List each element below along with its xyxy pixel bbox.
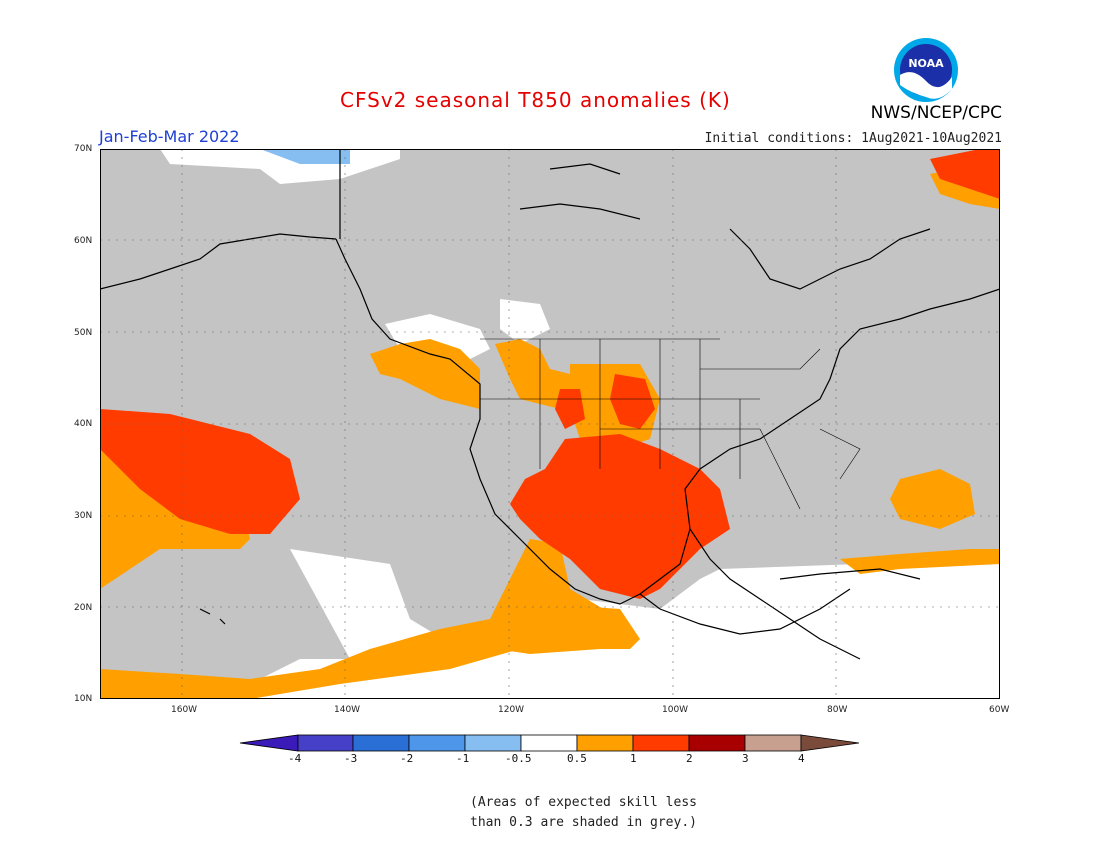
colorbar-swatch-7	[632, 734, 690, 752]
lon-label-80w: 80W	[827, 705, 848, 715]
colorbar-label-4: -0.5	[505, 752, 532, 765]
colorbar-label-9: 4	[798, 752, 805, 765]
red-regions	[100, 149, 1000, 599]
lat-label-40n: 40N	[74, 419, 93, 429]
colorbar-label-3: -1	[456, 752, 470, 765]
colorbar-label-2: -2	[400, 752, 414, 765]
colorbar	[239, 734, 860, 752]
colorbar-swatch-8	[688, 734, 746, 752]
agency-label: NWS/NCEP/CPC	[870, 103, 1002, 123]
noaa-logo: NOAA	[894, 38, 958, 102]
initial-conditions: Initial conditions: 1Aug2021-10Aug2021	[704, 131, 1002, 146]
skill-note-line-1: (Areas of expected skill less	[470, 795, 697, 810]
lat-label-10n: 10N	[74, 694, 93, 704]
colorbar-swatch-1	[297, 734, 354, 752]
colorbar-swatch-4	[464, 734, 522, 752]
noaa-logo-text: NOAA	[908, 57, 944, 70]
colorbar-swatch-10	[800, 734, 860, 752]
lat-label-50n: 50N	[74, 328, 93, 338]
colorbar-label-6: 1	[630, 752, 637, 765]
lat-label-60n: 60N	[74, 236, 93, 246]
state-borders	[480, 338, 861, 510]
lon-label-100w: 100W	[662, 705, 689, 715]
colorbar-swatch-6	[576, 734, 634, 752]
colorbar-label-7: 2	[686, 752, 693, 765]
colorbar-swatch-0	[239, 734, 299, 752]
coastlines	[100, 149, 1000, 660]
map-title: CFSv2 seasonal T850 anomalies (K)	[340, 88, 731, 112]
colorbar-label-1: -3	[344, 752, 358, 765]
lon-label-140w: 140W	[334, 705, 361, 715]
skill-note-line-2: than 0.3 are shaded in grey.)	[470, 815, 697, 830]
anomaly-map	[100, 149, 1000, 699]
forecast-period: Jan-Feb-Mar 2022	[99, 127, 240, 146]
lat-label-30n: 30N	[74, 511, 93, 521]
colorbar-label-5: 0.5	[567, 752, 587, 765]
lat-label-20n: 20N	[74, 603, 93, 613]
colorbar-swatch-2	[352, 734, 410, 752]
colorbar-label-0: -4	[288, 752, 302, 765]
lightblue-region	[260, 149, 350, 164]
grid-lines	[100, 149, 1000, 699]
lat-label-70n: 70N	[74, 144, 93, 154]
colorbar-label-8: 3	[742, 752, 749, 765]
lon-label-160w: 160W	[171, 705, 198, 715]
skill-note: (Areas of expected skill less than 0.3 a…	[470, 793, 697, 833]
lon-label-60w: 60W	[989, 705, 1010, 715]
colorbar-swatch-3	[408, 734, 466, 752]
colorbar-swatch-5	[520, 734, 578, 752]
colorbar-swatch-9	[744, 734, 802, 752]
lon-label-120w: 120W	[498, 705, 525, 715]
